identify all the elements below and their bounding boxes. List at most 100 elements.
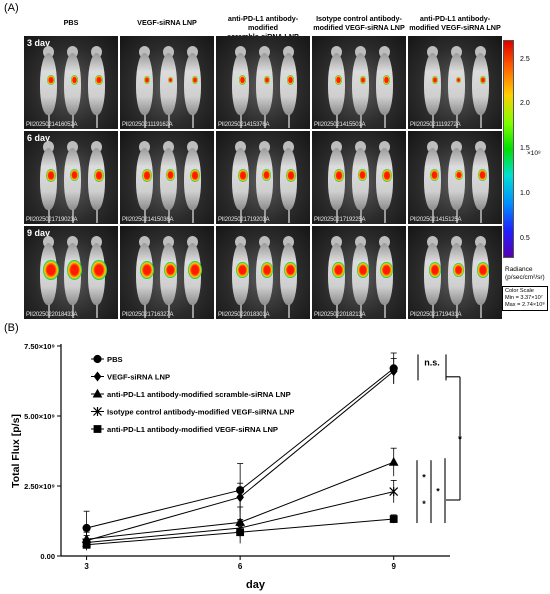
mouse-tail [96,209,98,223]
mouse-tail [192,304,194,318]
mouse-head [235,141,246,153]
mouse-head [91,46,102,58]
mouse-tail [72,304,74,318]
radiance-colorbar [503,40,514,258]
bioluminescence-image: PII2025021415501A [312,36,406,129]
mouse-head [475,236,486,248]
mouse-tail [456,114,458,128]
tumor-signal [260,262,273,278]
column-header-line: modified VEGF-siRNA LNP [313,23,405,32]
mouse-tail [240,114,242,128]
mouse-tail [96,114,98,128]
mouse-head [331,46,342,58]
tumor-signal [94,74,103,86]
mouse-tail [384,304,386,318]
mouse-head [163,46,174,58]
significance-label: n.s. [424,357,440,367]
tumor-signal [262,169,271,181]
mouse-tail [264,114,266,128]
mouse-head [379,236,390,248]
column-header-line: anti-PD-L1 antibody- [419,14,491,23]
tumor-signal [237,168,248,182]
column-header: Isotype control antibody-modified VEGF-s… [311,14,407,32]
tumor-signal [479,76,486,84]
image-id: PII2025022018433A [26,312,78,318]
tumor-signal [164,261,177,279]
mouse-tail [48,114,50,128]
mouse-head [259,141,270,153]
y-tick-label: 7.50×10⁹ [24,342,55,351]
color-scale-max: Max = 2.74×10⁸ [505,302,545,308]
tumor-signal [42,259,59,281]
tumor-signal [236,261,249,279]
tumor-signal [431,76,438,84]
significance-label: * [458,435,462,446]
tumor-signal [478,169,487,181]
x-tick-label: 6 [238,562,243,571]
column-header: VEGF-siRNA LNP [119,18,215,27]
tumor-signal [430,169,439,181]
legend-label: PBS [107,355,123,364]
significance-label: * [436,486,440,496]
tumor-signal [335,75,342,85]
image-id: PII2025022018301A [218,312,270,318]
tumor-signal [454,169,463,181]
colorbar-tick: 1.0 [520,190,530,197]
mouse-tail [432,209,434,223]
mouse-tail [192,114,194,128]
legend-marker [92,388,103,398]
mouse-head [427,46,438,58]
mouse-head [67,141,78,153]
legend-label: anti-PD-L1 antibody-modified scramble-si… [107,390,291,399]
column-header-line: modified VEGF-siRNA LNP [409,23,501,32]
tumor-signal [476,262,489,278]
mouse-head [187,236,198,248]
mouse-tail [240,209,242,223]
legend-marker [93,407,102,416]
mouse-tail [336,304,338,318]
mouse-head [187,46,198,58]
mouse [424,53,441,115]
mouse-tail [240,304,242,318]
tumor-signal [70,169,79,181]
mouse-head [355,236,366,248]
y-tick-label: 0.00 [40,552,55,561]
significance-annotations: n.s. * * * * [416,354,462,524]
color-scale-title: Color Scale [505,288,534,294]
mouse-tail [432,304,434,318]
mouse-tail [336,209,338,223]
mouse [160,53,177,115]
mouse [448,53,465,115]
mouse-tail [480,114,482,128]
bioluminescence-image: PII2025022018213A [312,226,406,319]
mouse-head [67,46,78,58]
mouse-tail [72,114,74,128]
mouse-tail [144,114,146,128]
mouse-head [355,141,366,153]
data-point [389,487,399,497]
mouse-tail [192,209,194,223]
mouse-head [235,236,246,248]
panel-a-label: (A) [4,2,19,14]
image-id: PII2025021415376A [218,122,270,128]
mouse-head [379,46,390,58]
tumor-signal [239,75,246,85]
y-tick-label: 5.00×10⁹ [24,412,55,421]
colorbar-tick: 0.5 [520,235,530,242]
tumor-signal [287,75,294,85]
image-id: PII2025021719023A [26,217,78,223]
x-tick-label: 9 [391,562,396,571]
mouse-head [475,46,486,58]
radiance-title: Radiance [505,266,533,273]
mouse-head [355,46,366,58]
bioluminescence-image: PII2025021415036A [120,131,214,224]
mouse-head [427,236,438,248]
mouse-head [427,141,438,153]
column-header-line: VEGF-siRNA LNP [137,18,197,27]
mouse-head [331,236,342,248]
mouse-head [91,141,102,153]
tumor-signal [141,168,152,182]
image-id: PII2025021719203A [218,217,270,223]
mouse [256,53,273,115]
color-scale-box: Color Scale Min = 3.37×10⁷ Max = 2.74×10… [502,286,548,311]
